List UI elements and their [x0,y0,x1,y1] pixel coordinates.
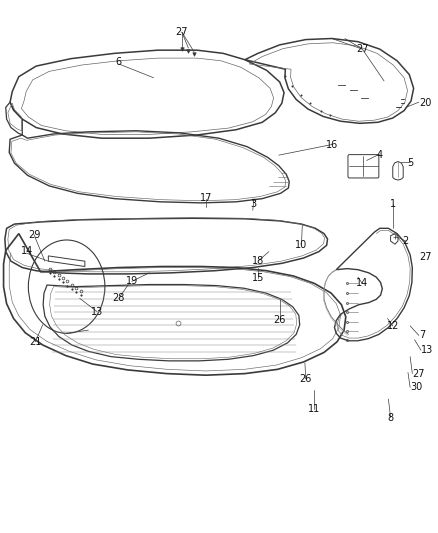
Text: 7: 7 [419,330,425,341]
Text: 26: 26 [273,314,286,325]
Text: 5: 5 [407,158,413,168]
Text: 3: 3 [251,199,257,209]
Text: 4: 4 [377,150,383,160]
Text: 27: 27 [412,369,425,378]
Text: 10: 10 [295,240,307,251]
Text: 8: 8 [388,413,394,423]
Text: 18: 18 [252,256,264,266]
Text: 20: 20 [419,98,431,108]
Text: 27: 27 [419,252,431,262]
Text: 2: 2 [403,236,409,246]
Text: 14: 14 [356,278,368,288]
Text: 13: 13 [421,345,433,356]
Text: 1: 1 [390,199,396,209]
Text: 21: 21 [29,337,42,347]
Text: 13: 13 [91,306,103,317]
Text: 17: 17 [200,192,212,203]
Text: 16: 16 [326,140,338,150]
Text: 29: 29 [28,230,40,240]
Text: 28: 28 [113,293,125,303]
Text: 6: 6 [116,58,122,67]
Text: 12: 12 [387,321,399,331]
Text: 30: 30 [410,382,422,392]
Text: 14: 14 [21,246,33,256]
Text: 15: 15 [252,273,264,283]
Text: 27: 27 [356,44,368,54]
Text: 19: 19 [126,276,138,286]
Text: 27: 27 [176,27,188,37]
Text: 26: 26 [300,374,312,384]
Text: 11: 11 [308,403,321,414]
